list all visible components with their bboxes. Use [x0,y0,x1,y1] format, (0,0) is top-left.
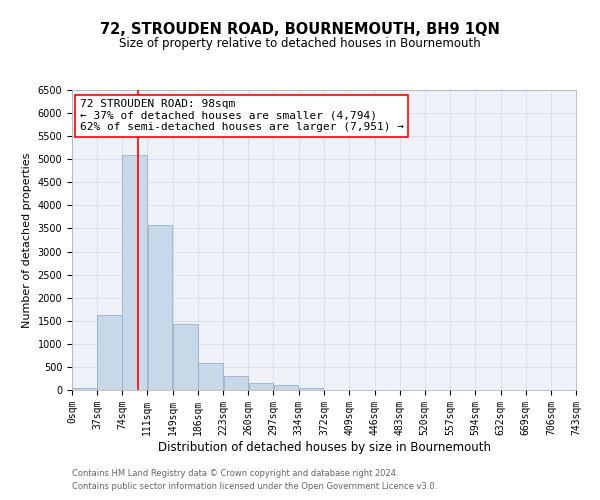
Bar [173,324,198,390]
Y-axis label: Number of detached properties: Number of detached properties [22,152,32,328]
Text: Size of property relative to detached houses in Bournemouth: Size of property relative to detached ho… [119,38,481,51]
Text: 72, STROUDEN ROAD, BOURNEMOUTH, BH9 1QN: 72, STROUDEN ROAD, BOURNEMOUTH, BH9 1QN [100,22,500,38]
Bar [224,376,248,390]
Bar [122,155,147,390]
Bar [274,386,298,390]
Text: Contains HM Land Registry data © Crown copyright and database right 2024.: Contains HM Land Registry data © Crown c… [72,468,398,477]
Bar [248,383,273,390]
Bar [199,363,223,390]
Bar [148,225,172,390]
Text: 72 STROUDEN ROAD: 98sqm
← 37% of detached houses are smaller (4,794)
62% of semi: 72 STROUDEN ROAD: 98sqm ← 37% of detache… [80,99,404,132]
Text: Contains public sector information licensed under the Open Government Licence v3: Contains public sector information licen… [72,482,437,491]
Bar [299,388,323,390]
Bar [97,315,122,390]
X-axis label: Distribution of detached houses by size in Bournemouth: Distribution of detached houses by size … [157,440,491,454]
Bar [72,388,97,390]
